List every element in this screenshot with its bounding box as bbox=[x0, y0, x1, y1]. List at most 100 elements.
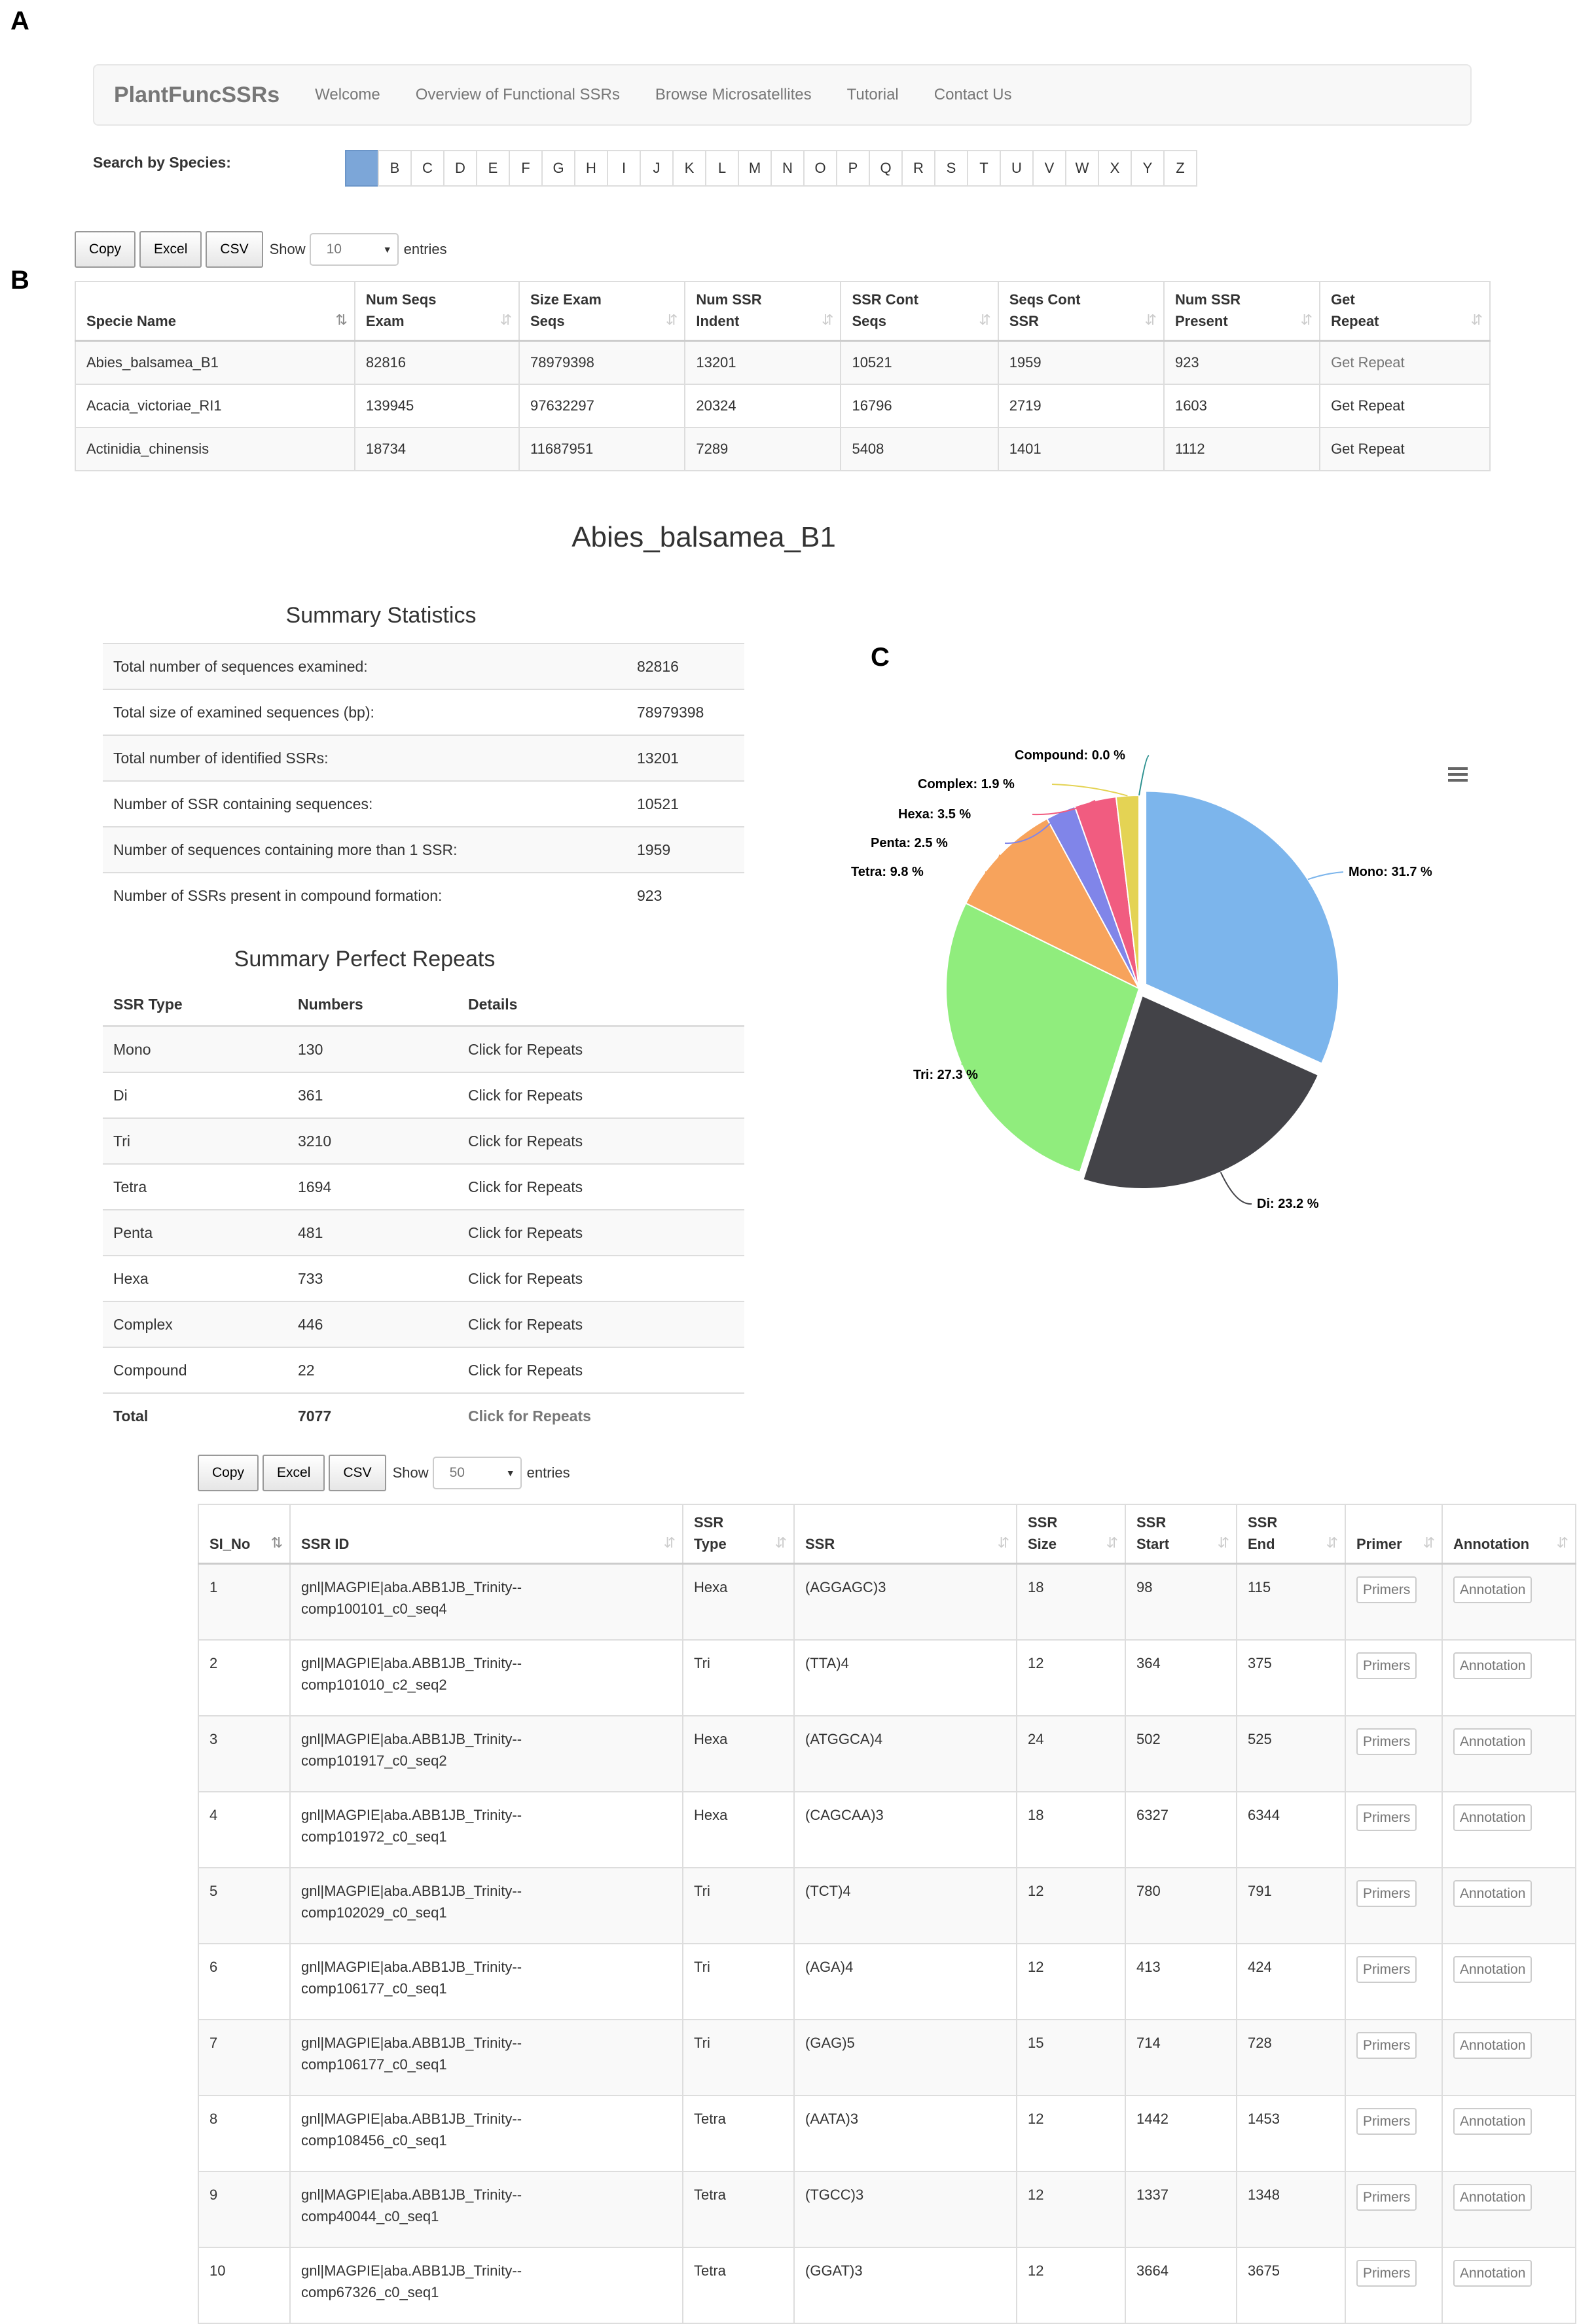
column-header[interactable]: SSR Start ⇵ bbox=[1125, 1504, 1237, 1565]
letter-button-q[interactable]: Q bbox=[869, 150, 903, 187]
primers-button[interactable]: Primers bbox=[1356, 1956, 1417, 1983]
click-for-repeats-link[interactable]: Click for Repeats bbox=[458, 1163, 744, 1210]
sort-icon[interactable]: ⇵ bbox=[979, 312, 991, 328]
letter-button-j[interactable]: J bbox=[640, 150, 674, 187]
primers-button[interactable]: Primers bbox=[1356, 1880, 1417, 1907]
sort-icon[interactable]: ⇵ bbox=[774, 1534, 787, 1551]
sort-icon[interactable]: ⇵ bbox=[1106, 1534, 1118, 1551]
letter-button-u[interactable]: U bbox=[1000, 150, 1034, 187]
column-header[interactable]: SSR Type ⇵ bbox=[682, 1504, 795, 1565]
sort-icon[interactable]: ⇵ bbox=[1144, 312, 1157, 328]
entries-select[interactable]: 50 ▼ bbox=[432, 1457, 522, 1489]
column-header[interactable]: SSR End ⇵ bbox=[1236, 1504, 1346, 1565]
click-for-repeats-link[interactable]: Click for Repeats bbox=[458, 1392, 744, 1438]
letter-button-h[interactable]: H bbox=[574, 150, 608, 187]
nav-browse[interactable]: Browse Microsatellites bbox=[655, 86, 812, 103]
primers-button[interactable]: Primers bbox=[1356, 1652, 1417, 1679]
letter-button-k[interactable]: K bbox=[672, 150, 706, 187]
excel-button[interactable]: Excel bbox=[139, 231, 202, 268]
letter-button-v[interactable]: V bbox=[1032, 150, 1066, 187]
letter-button-y[interactable]: Y bbox=[1131, 150, 1165, 187]
csv-button[interactable]: CSV bbox=[206, 231, 263, 268]
letter-button-x[interactable]: X bbox=[1098, 150, 1132, 187]
get-repeat-link[interactable]: Get Repeat bbox=[1319, 384, 1491, 428]
sort-icon[interactable]: ⇵ bbox=[1300, 312, 1313, 328]
primers-button[interactable]: Primers bbox=[1356, 2260, 1417, 2287]
annotation-button[interactable]: Annotation bbox=[1453, 1576, 1532, 1603]
pie-slice-di[interactable] bbox=[1082, 994, 1320, 1189]
sort-icon[interactable]: ⇵ bbox=[1556, 1534, 1568, 1551]
copy-button[interactable]: Copy bbox=[75, 231, 136, 268]
click-for-repeats-link[interactable]: Click for Repeats bbox=[458, 1117, 744, 1164]
column-header[interactable]: Num SSR Present ⇵ bbox=[1163, 281, 1321, 342]
letter-button-i[interactable]: I bbox=[607, 150, 641, 187]
letter-button-z[interactable]: Z bbox=[1163, 150, 1197, 187]
letter-button-w[interactable]: W bbox=[1065, 150, 1099, 187]
primers-button[interactable]: Primers bbox=[1356, 1576, 1417, 1603]
get-repeat-link[interactable]: Get Repeat bbox=[1319, 427, 1491, 471]
primers-button[interactable]: Primers bbox=[1356, 2108, 1417, 2135]
click-for-repeats-link[interactable]: Click for Repeats bbox=[458, 1072, 744, 1118]
nav-overview[interactable]: Overview of Functional SSRs bbox=[415, 86, 620, 103]
chart-menu-icon[interactable] bbox=[1448, 767, 1468, 782]
click-for-repeats-link[interactable]: Click for Repeats bbox=[458, 1301, 744, 1347]
column-header[interactable]: SI_No ⇅ bbox=[198, 1504, 291, 1565]
primers-button[interactable]: Primers bbox=[1356, 1728, 1417, 1755]
letter-button-a[interactable]: A bbox=[345, 150, 379, 187]
click-for-repeats-link[interactable]: Click for Repeats bbox=[458, 1255, 744, 1301]
sort-icon[interactable]: ⇅ bbox=[270, 1534, 283, 1551]
letter-button-n[interactable]: N bbox=[770, 150, 805, 187]
letter-button-f[interactable]: F bbox=[509, 150, 543, 187]
click-for-repeats-link[interactable]: Click for Repeats bbox=[458, 1209, 744, 1256]
sort-icon[interactable]: ⇵ bbox=[1217, 1534, 1229, 1551]
column-header[interactable]: Primer ⇵ bbox=[1345, 1504, 1443, 1565]
primers-button[interactable]: Primers bbox=[1356, 2032, 1417, 2059]
sort-icon[interactable]: ⇵ bbox=[663, 1534, 676, 1551]
annotation-button[interactable]: Annotation bbox=[1453, 1652, 1532, 1679]
letter-button-s[interactable]: S bbox=[934, 150, 968, 187]
letter-button-l[interactable]: L bbox=[705, 150, 739, 187]
sort-icon[interactable]: ⇅ bbox=[335, 312, 348, 328]
primers-button[interactable]: Primers bbox=[1356, 1804, 1417, 1831]
column-header[interactable]: Seqs Cont SSR ⇵ bbox=[997, 281, 1165, 342]
sort-icon[interactable]: ⇵ bbox=[1423, 1534, 1435, 1551]
column-header[interactable]: SSR Cont Seqs ⇵ bbox=[840, 281, 999, 342]
letter-button-r[interactable]: R bbox=[901, 150, 935, 187]
letter-button-e[interactable]: E bbox=[476, 150, 510, 187]
primers-button[interactable]: Primers bbox=[1356, 2184, 1417, 2211]
annotation-button[interactable]: Annotation bbox=[1453, 1956, 1532, 1983]
copy-button[interactable]: Copy bbox=[198, 1455, 259, 1491]
annotation-button[interactable]: Annotation bbox=[1453, 1804, 1532, 1831]
annotation-button[interactable]: Annotation bbox=[1453, 1880, 1532, 1907]
nav-tutorial[interactable]: Tutorial bbox=[846, 86, 899, 103]
annotation-button[interactable]: Annotation bbox=[1453, 2184, 1532, 2211]
column-header[interactable]: SSR ID ⇵ bbox=[289, 1504, 683, 1565]
letter-button-m[interactable]: M bbox=[738, 150, 772, 187]
click-for-repeats-link[interactable]: Click for Repeats bbox=[458, 1025, 744, 1072]
letter-button-b[interactable]: B bbox=[378, 150, 412, 187]
pie-slice-tri[interactable] bbox=[945, 902, 1140, 1174]
column-header[interactable]: Specie Name ⇅ bbox=[75, 281, 355, 342]
letter-button-d[interactable]: D bbox=[443, 150, 477, 187]
annotation-button[interactable]: Annotation bbox=[1453, 2260, 1532, 2287]
column-header[interactable]: Num Seqs Exam ⇵ bbox=[353, 281, 520, 342]
letter-button-g[interactable]: G bbox=[541, 150, 575, 187]
letter-button-c[interactable]: C bbox=[410, 150, 444, 187]
column-header[interactable]: SSR ⇵ bbox=[793, 1504, 1017, 1565]
sort-icon[interactable]: ⇵ bbox=[1470, 312, 1483, 328]
sort-icon[interactable]: ⇵ bbox=[822, 312, 834, 328]
excel-button[interactable]: Excel bbox=[263, 1455, 325, 1491]
sort-icon[interactable]: ⇵ bbox=[499, 312, 512, 328]
column-header[interactable]: Num SSR Indent ⇵ bbox=[684, 281, 842, 342]
csv-button[interactable]: CSV bbox=[329, 1455, 386, 1491]
annotation-button[interactable]: Annotation bbox=[1453, 1728, 1532, 1755]
letter-button-p[interactable]: P bbox=[836, 150, 870, 187]
letter-button-t[interactable]: T bbox=[967, 150, 1001, 187]
column-header[interactable]: Get Repeat ⇵ bbox=[1319, 281, 1491, 342]
nav-contact[interactable]: Contact Us bbox=[934, 86, 1012, 103]
entries-select[interactable]: 10 ▼ bbox=[309, 233, 399, 266]
column-header[interactable]: SSR Size ⇵ bbox=[1016, 1504, 1126, 1565]
letter-button-o[interactable]: O bbox=[803, 150, 837, 187]
sort-icon[interactable]: ⇵ bbox=[665, 312, 678, 328]
column-header[interactable]: Annotation ⇵ bbox=[1441, 1504, 1576, 1565]
